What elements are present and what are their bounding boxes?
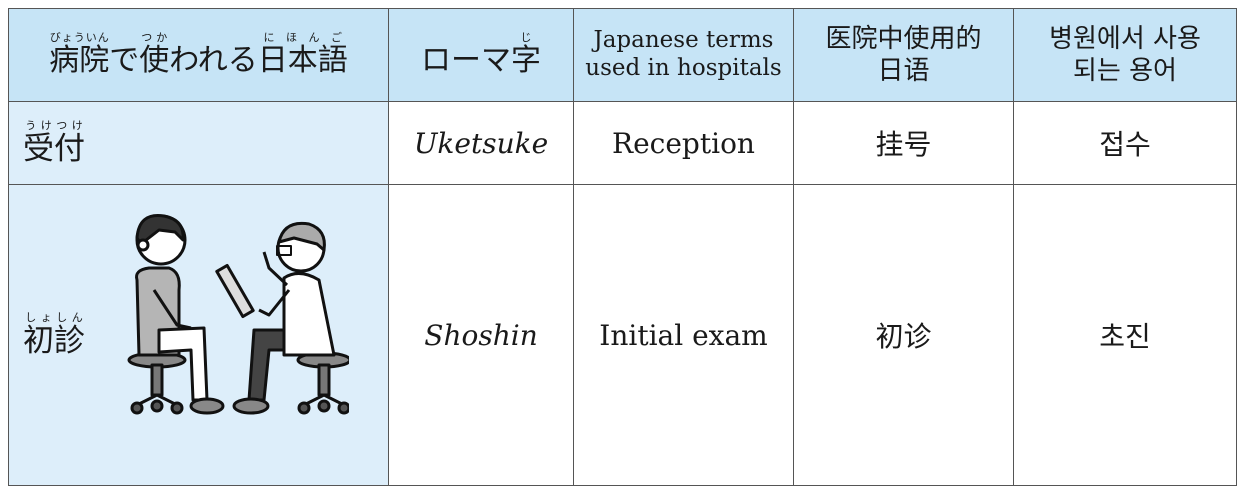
term-reading: うけつけ [23, 118, 85, 132]
term-reading: しょしん [23, 310, 85, 324]
segment-text: 字 [511, 42, 541, 78]
header-line: used in hospitals [585, 55, 782, 81]
ruby-segment: 病院びょういん [49, 31, 110, 78]
english: Reception [573, 101, 794, 185]
segment-text: 病院 [49, 42, 110, 78]
header-cell: ローマ字じ [388, 8, 574, 102]
header-line: 医院中使用的 [825, 23, 982, 54]
segment-reading: つか [139, 30, 170, 44]
term-text: 受付 [23, 130, 85, 167]
chinese: 挂号 [793, 101, 1014, 185]
row: 受付うけつけ Uketsuke Reception 挂号 접수 [8, 101, 1237, 185]
header-cell: 病院びょういんで使つかわれる日本語にほんご [8, 8, 389, 102]
term-cell: 受付うけつけ [8, 101, 389, 185]
header-line: 병원에서 사용 [1049, 23, 1201, 54]
romaji: Shoshin [388, 184, 574, 486]
header-line: Japanese terms [593, 27, 774, 54]
header-line: 되는 용어 [1073, 56, 1177, 86]
header-cell: Japanese terms used in hospitals [573, 8, 794, 102]
segment-text: ローマ [421, 42, 511, 78]
term: 受付うけつけ [23, 119, 85, 167]
english: Initial exam [573, 184, 794, 486]
term-cell: 初診しょしん [8, 184, 389, 486]
term: 初診しょしん [23, 311, 85, 360]
ruby-segment: 使つか [139, 31, 170, 78]
term-text: 初診 [23, 322, 85, 359]
header-cell: 병원에서 사용 되는 용어 [1013, 8, 1237, 102]
ruby-segment: 日本語にほんご [257, 31, 348, 78]
terms-table: 病院びょういんで使つかわれる日本語にほんご ローマ字じ Japanese ter… [8, 8, 1237, 486]
segment-text: われる [169, 42, 258, 78]
term-wrap: 初診しょしん [23, 213, 388, 420]
chinese: 初诊 [793, 184, 1014, 486]
segment-text: で [109, 42, 140, 78]
row: 初診しょしん [8, 184, 1237, 486]
romaji: Uketsuke [388, 101, 574, 185]
header-line: 日语 [877, 56, 930, 86]
segment-reading: びょういん [49, 30, 110, 44]
segment-reading: じ [511, 30, 541, 44]
header-row: 病院びょういんで使つかわれる日本語にほんご ローマ字じ Japanese ter… [8, 8, 1237, 102]
segment-reading: にほんご [257, 30, 348, 44]
korean: 접수 [1013, 101, 1237, 185]
korean: 초진 [1013, 184, 1237, 486]
ruby-segment: 字じ [511, 31, 541, 78]
header-cell: 医院中使用的 日语 [793, 8, 1014, 102]
segment-text: 日本語 [257, 42, 348, 78]
consultation-illustration [127, 213, 349, 415]
segment-text: 使 [139, 42, 170, 78]
